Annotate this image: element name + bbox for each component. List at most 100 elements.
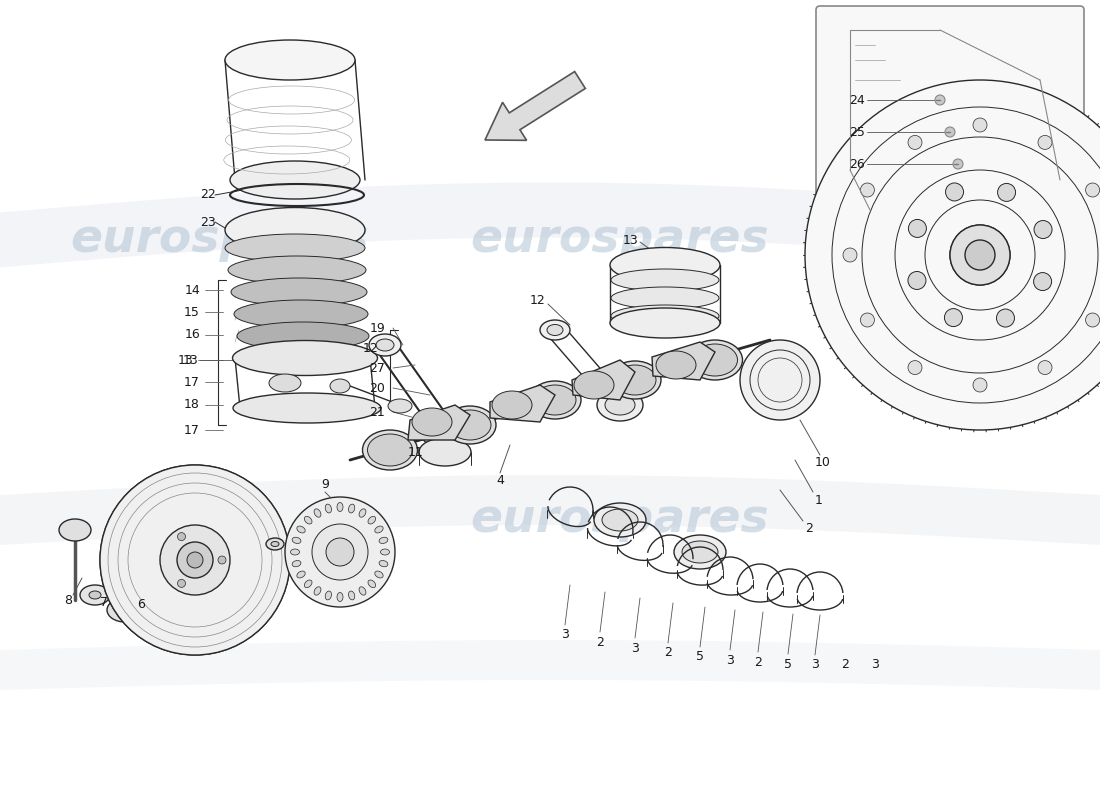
Ellipse shape <box>610 247 720 282</box>
Ellipse shape <box>534 385 576 415</box>
Ellipse shape <box>80 585 110 605</box>
Circle shape <box>953 159 962 169</box>
Circle shape <box>177 579 186 587</box>
Text: 23: 23 <box>200 215 216 229</box>
Text: 12: 12 <box>362 342 378 354</box>
Ellipse shape <box>605 395 635 415</box>
Ellipse shape <box>271 542 279 546</box>
Ellipse shape <box>597 389 644 421</box>
Circle shape <box>945 127 955 137</box>
Ellipse shape <box>656 351 696 379</box>
Ellipse shape <box>232 341 377 375</box>
Text: 3: 3 <box>811 658 818 671</box>
Circle shape <box>950 225 1010 285</box>
Text: 13: 13 <box>183 354 198 366</box>
Text: 11: 11 <box>408 446 424 458</box>
Text: 19: 19 <box>370 322 385 334</box>
Ellipse shape <box>375 526 383 533</box>
Circle shape <box>946 183 964 201</box>
Ellipse shape <box>375 571 383 578</box>
Circle shape <box>1034 221 1052 238</box>
Ellipse shape <box>529 381 581 419</box>
FancyBboxPatch shape <box>816 6 1084 244</box>
Ellipse shape <box>230 161 360 199</box>
Circle shape <box>177 533 186 541</box>
Text: 22: 22 <box>200 189 216 202</box>
Text: 6: 6 <box>138 598 145 610</box>
Ellipse shape <box>418 431 428 438</box>
Circle shape <box>974 378 987 392</box>
Ellipse shape <box>740 340 820 420</box>
Ellipse shape <box>367 434 412 466</box>
Ellipse shape <box>297 526 305 533</box>
Ellipse shape <box>574 371 614 399</box>
Circle shape <box>312 524 368 580</box>
Ellipse shape <box>290 549 299 555</box>
Text: 3: 3 <box>726 654 734 666</box>
Ellipse shape <box>234 300 368 328</box>
Text: 16: 16 <box>185 329 200 342</box>
Ellipse shape <box>349 504 355 513</box>
Circle shape <box>1086 183 1100 197</box>
Ellipse shape <box>428 418 462 442</box>
Ellipse shape <box>419 438 471 466</box>
Ellipse shape <box>326 591 331 600</box>
Ellipse shape <box>614 365 656 395</box>
Ellipse shape <box>368 580 375 588</box>
Ellipse shape <box>266 538 284 550</box>
Ellipse shape <box>594 503 646 537</box>
Ellipse shape <box>315 509 321 518</box>
Text: 2: 2 <box>755 655 762 669</box>
Text: 3: 3 <box>631 642 639 654</box>
Text: 17: 17 <box>184 423 200 437</box>
Text: 26: 26 <box>849 158 865 170</box>
Ellipse shape <box>236 322 368 350</box>
Ellipse shape <box>305 580 312 588</box>
Circle shape <box>997 309 1014 327</box>
Circle shape <box>945 309 962 326</box>
Circle shape <box>218 556 226 564</box>
Ellipse shape <box>226 207 365 253</box>
Ellipse shape <box>693 344 737 376</box>
Ellipse shape <box>359 509 366 518</box>
Ellipse shape <box>602 509 638 531</box>
Text: 2: 2 <box>842 658 849 671</box>
Ellipse shape <box>492 391 532 419</box>
Text: eurospares: eurospares <box>70 218 370 262</box>
Ellipse shape <box>547 325 563 335</box>
Circle shape <box>1038 361 1052 374</box>
Circle shape <box>974 118 987 132</box>
Ellipse shape <box>293 538 301 543</box>
Ellipse shape <box>231 278 367 306</box>
Text: 25: 25 <box>849 126 865 138</box>
Ellipse shape <box>610 269 719 291</box>
Circle shape <box>1086 313 1100 327</box>
Circle shape <box>908 271 926 290</box>
Circle shape <box>100 465 290 655</box>
Ellipse shape <box>368 334 402 356</box>
Ellipse shape <box>59 519 91 541</box>
Text: 3: 3 <box>561 629 569 642</box>
Ellipse shape <box>610 287 719 309</box>
Circle shape <box>805 80 1100 430</box>
Ellipse shape <box>228 256 366 284</box>
Circle shape <box>187 552 204 568</box>
Text: 13: 13 <box>623 234 638 246</box>
Text: eurospares: eurospares <box>471 498 769 542</box>
Ellipse shape <box>270 374 301 392</box>
Text: 3: 3 <box>871 658 879 671</box>
Ellipse shape <box>610 305 719 327</box>
Ellipse shape <box>233 393 381 423</box>
Circle shape <box>1038 135 1052 150</box>
Ellipse shape <box>412 408 452 436</box>
Ellipse shape <box>540 320 570 340</box>
Text: 15: 15 <box>184 306 200 318</box>
Ellipse shape <box>363 430 418 470</box>
Ellipse shape <box>349 591 355 600</box>
Text: 8: 8 <box>64 594 72 606</box>
Ellipse shape <box>688 340 742 380</box>
Text: 12: 12 <box>529 294 544 306</box>
Circle shape <box>909 219 926 238</box>
Ellipse shape <box>326 504 331 513</box>
Ellipse shape <box>337 593 343 602</box>
